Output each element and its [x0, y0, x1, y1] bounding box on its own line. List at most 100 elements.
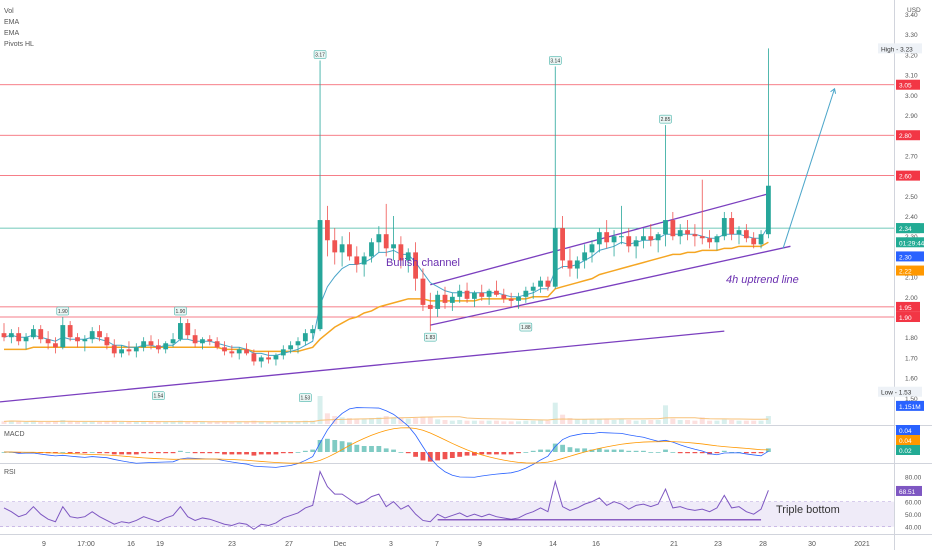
candle-body: [214, 341, 220, 348]
candle-body: [736, 230, 742, 235]
macd-histogram-bar: [60, 452, 66, 453]
volume-bar: [435, 419, 441, 424]
pivot-label-text: 1.88: [521, 325, 531, 331]
macd-histogram-bar: [486, 452, 492, 455]
time-tick-label: 21: [670, 541, 678, 548]
candle-body: [479, 292, 485, 297]
macd-histogram-bar: [530, 450, 536, 452]
macd-histogram-bar: [104, 452, 110, 454]
macd-histogram-bar: [641, 450, 646, 452]
candle-body: [236, 349, 242, 354]
macd-histogram-bar: [391, 449, 396, 452]
macd-histogram-bar: [633, 450, 639, 452]
axis-tag: [896, 223, 924, 234]
axis-tag-label: 1.151M: [899, 404, 921, 411]
volume-bar: [163, 422, 169, 424]
macd-histogram-bar: [413, 452, 418, 457]
indicator-list: Vol EMA EMA Pivots HL: [4, 6, 34, 50]
candle-body: [677, 230, 683, 237]
candle-body: [391, 244, 396, 249]
candle-body: [721, 218, 727, 237]
time-tick-label: 17:00: [77, 541, 95, 548]
indicator-ema-1[interactable]: EMA: [4, 19, 20, 26]
volume-bar: [383, 416, 389, 424]
price-tick-label: 2.40: [905, 214, 918, 221]
indicator-ema-2[interactable]: EMA: [4, 30, 20, 37]
macd-histogram-bar: [119, 452, 124, 455]
time-tick-label: 16: [592, 541, 600, 548]
candle-body: [31, 329, 36, 338]
candle-body: [67, 325, 73, 338]
candle-body: [501, 294, 507, 299]
volume-bar: [236, 422, 242, 424]
macd-value-label: 0.02: [899, 448, 912, 455]
volume-bar: [310, 420, 316, 424]
candle-body: [148, 341, 154, 346]
candle-body: [743, 230, 749, 239]
rsi-tick-label: 60.00: [905, 500, 922, 507]
axis-tag: [878, 43, 922, 54]
macd-histogram-bar: [280, 452, 286, 454]
volume-bar: [60, 420, 66, 424]
volume-bar: [376, 417, 382, 424]
macd-value-tag: [896, 435, 920, 445]
volume-bar: [589, 419, 595, 424]
long-trend-line: [0, 330, 725, 403]
macd-histogram-bar: [170, 452, 176, 454]
volume-bar: [222, 421, 227, 424]
macd-histogram-bar: [361, 446, 367, 452]
candle-body: [200, 339, 205, 344]
volume-bar: [8, 420, 14, 424]
macd-histogram-bar: [692, 452, 698, 454]
axis-tag: [896, 237, 924, 248]
macd-histogram-bar: [648, 452, 654, 453]
candle-body: [155, 345, 161, 350]
volume-bar: [721, 419, 727, 424]
price-tick-label: 2.00: [905, 295, 918, 302]
rsi-value-tag: [896, 485, 922, 496]
volume-bar: [670, 418, 676, 424]
macd-histogram-bar: [310, 449, 316, 452]
volume-bar: [45, 422, 51, 424]
candle-body: [494, 290, 499, 295]
volume-bar: [258, 422, 264, 424]
macd-histogram-bar: [552, 443, 558, 452]
candle-body: [714, 236, 720, 243]
indicator-pivots[interactable]: Pivots HL: [4, 41, 34, 48]
price-tick-label: 3.20: [905, 52, 918, 59]
rsi-tick-label: 80.00: [905, 475, 922, 482]
candle-body: [119, 349, 124, 354]
axis-tag: [896, 251, 924, 262]
candle-body: [207, 339, 213, 342]
indicator-vol[interactable]: Vol: [4, 8, 14, 15]
macd-histogram-bar: [89, 452, 95, 453]
volume-bar: [464, 420, 470, 424]
rsi-tick-label: 40.00: [905, 525, 922, 532]
price-tick-label: 2.10: [905, 275, 918, 282]
volume-bar: [97, 422, 103, 424]
macd-histogram-bar: [611, 449, 617, 452]
time-tick-label: 2021: [854, 541, 870, 548]
macd-histogram-bar: [75, 452, 80, 454]
macd-value-label: 0.04: [899, 438, 912, 445]
macd-histogram-bar: [567, 447, 573, 452]
candle-body: [178, 323, 183, 340]
axis-tag-label: 2.30: [899, 254, 912, 261]
macd-histogram-bar: [699, 452, 705, 454]
candle-body: [486, 290, 492, 297]
candle-body: [589, 244, 595, 253]
volume-bar: [317, 396, 323, 424]
macd-histogram-bar: [155, 452, 161, 454]
axis-tag: [896, 265, 924, 276]
axis-tag-label: 01:29:44: [899, 240, 925, 247]
volume-bar: [361, 418, 367, 424]
pivot-label-text: 3.14: [550, 59, 560, 65]
time-tick-label: 7: [435, 541, 439, 548]
pivot-label-text: 1.83: [425, 335, 435, 341]
macd-histogram-bar: [685, 452, 690, 454]
volume-bar: [743, 420, 749, 424]
volume-bar: [324, 413, 330, 424]
candle-body: [420, 278, 426, 305]
volume-bar: [52, 421, 58, 424]
